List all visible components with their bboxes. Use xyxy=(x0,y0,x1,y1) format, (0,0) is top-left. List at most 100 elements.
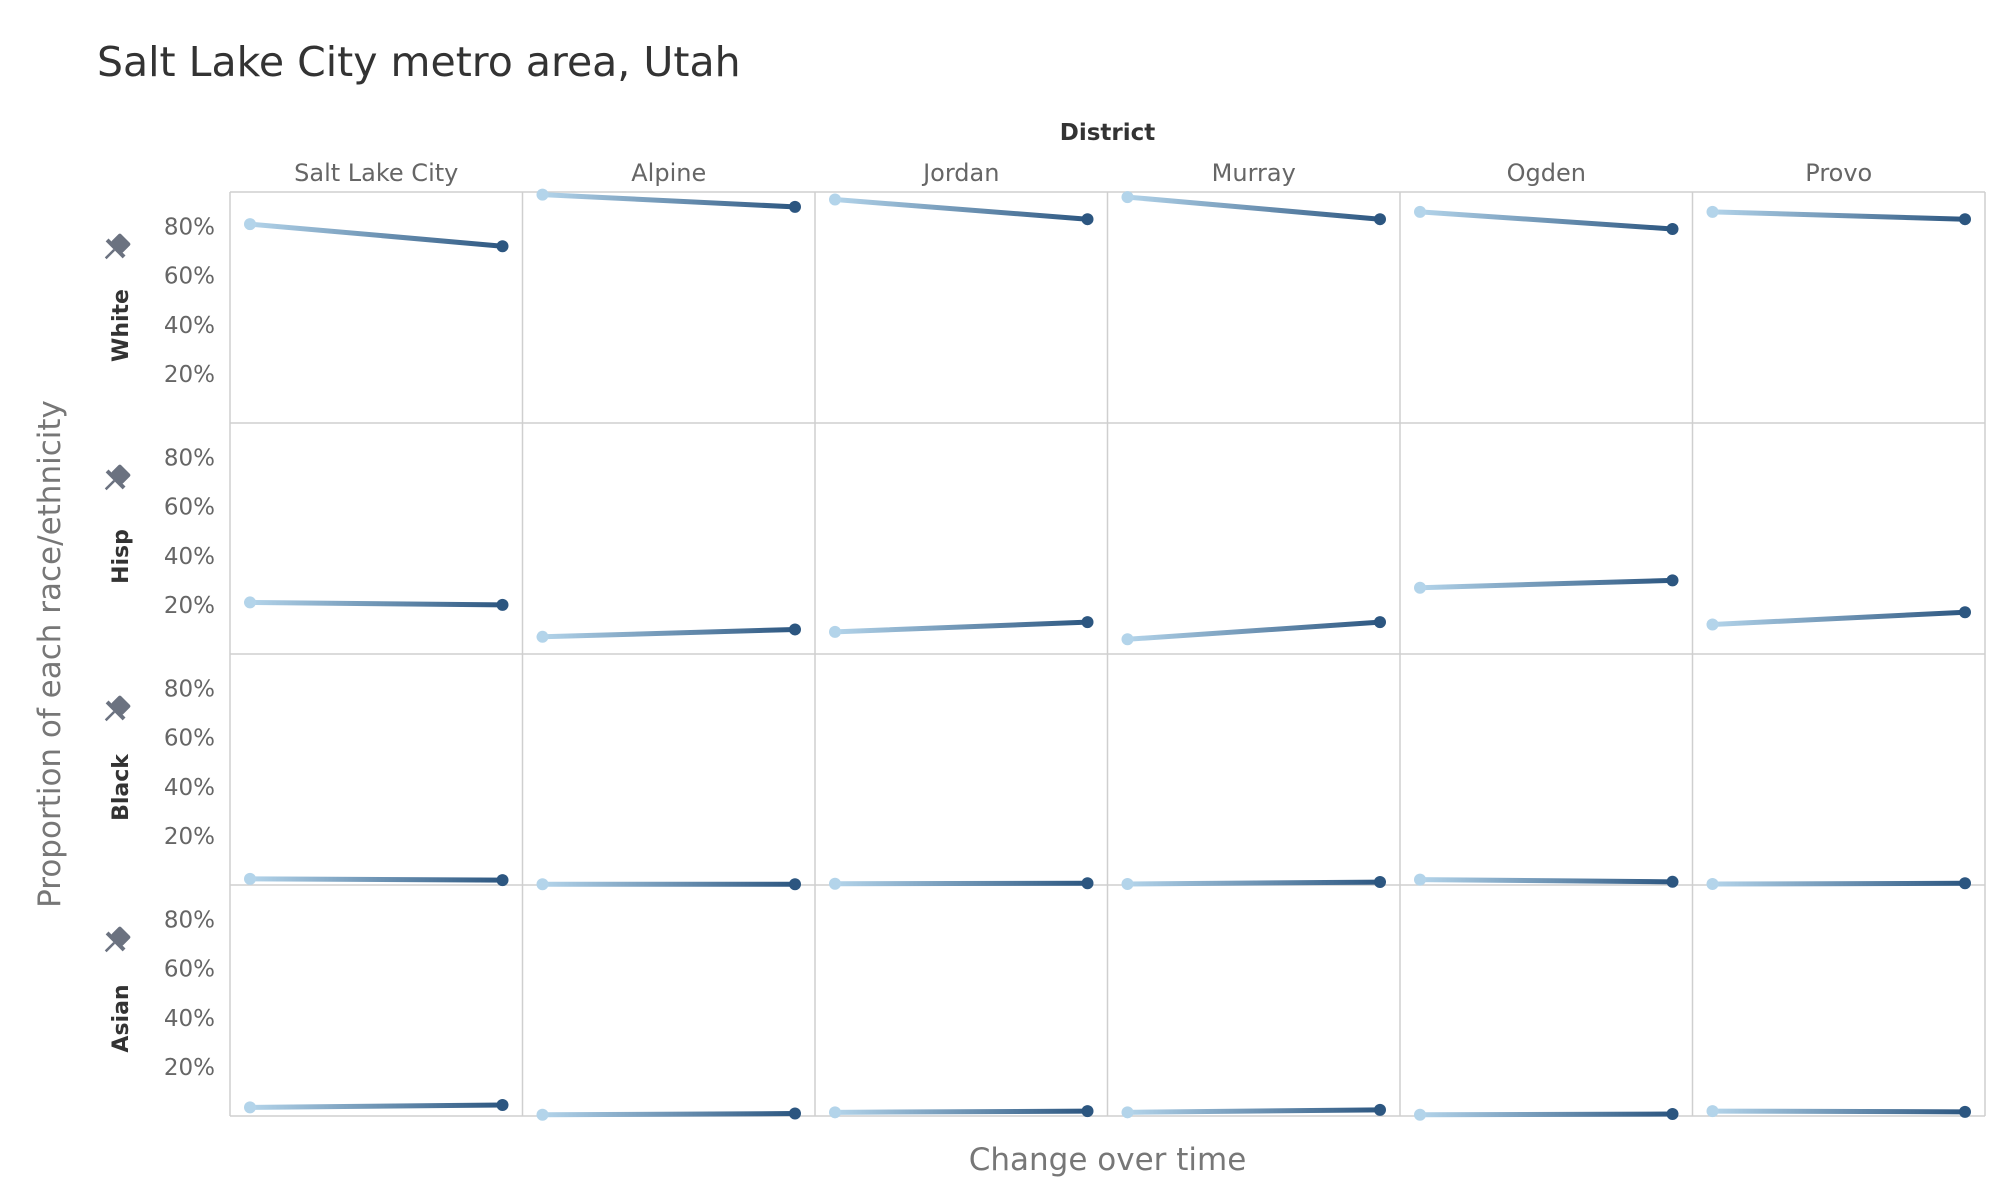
start-point xyxy=(829,1106,841,1119)
start-point xyxy=(829,625,841,638)
series-hisp-murray xyxy=(1121,616,1386,646)
pin-head xyxy=(111,695,131,715)
end-point xyxy=(496,874,509,887)
end-point xyxy=(1081,616,1094,629)
trend-line xyxy=(832,1108,1090,1115)
start-point xyxy=(244,218,256,231)
pin-icon[interactable] xyxy=(97,461,134,498)
trend-line xyxy=(247,221,505,249)
pin-base xyxy=(105,700,126,721)
trend-line xyxy=(247,876,505,883)
series-black-jordan xyxy=(829,877,1094,890)
series-white-ogden xyxy=(1414,205,1679,236)
trend-line xyxy=(1417,877,1675,885)
end-point xyxy=(1666,1108,1679,1121)
start-point xyxy=(1121,191,1134,204)
series-white-jordan xyxy=(829,193,1094,226)
start-point xyxy=(244,1101,256,1114)
trend-line xyxy=(832,619,1090,635)
trend-line xyxy=(247,599,505,608)
y-tick-label: 20% xyxy=(164,824,215,850)
start-point xyxy=(1121,1106,1134,1119)
row-header: Asian xyxy=(109,984,134,1052)
row-header: Hisp xyxy=(109,529,134,584)
end-point xyxy=(496,598,509,611)
series-asian-provo xyxy=(1706,1105,1971,1118)
column-header: Jordan xyxy=(921,159,999,187)
trend-line xyxy=(1417,209,1675,232)
start-point xyxy=(244,872,256,885)
start-point xyxy=(1121,878,1134,891)
start-point xyxy=(536,878,549,891)
pin-icon[interactable] xyxy=(97,692,134,729)
y-axis-title: Proportion of each race/ethnicity xyxy=(32,400,68,908)
trend-line xyxy=(1710,609,1968,628)
pin-icon[interactable] xyxy=(97,230,134,267)
column-header: Salt Lake City xyxy=(294,159,458,187)
series-hisp-jordan xyxy=(829,616,1094,638)
trend-line xyxy=(1417,1111,1675,1118)
series-asian-salt-lake-city xyxy=(244,1098,509,1114)
chart-title: Salt Lake City metro area, Utah xyxy=(97,38,741,86)
series-black-salt-lake-city xyxy=(244,872,509,887)
column-group-title: District xyxy=(1060,120,1156,146)
end-point xyxy=(1374,213,1386,226)
start-point xyxy=(1414,1108,1426,1121)
end-point xyxy=(496,240,509,253)
trend-line xyxy=(1710,209,1968,222)
start-point xyxy=(829,877,841,890)
y-tick-label: 40% xyxy=(164,313,215,339)
pin-head xyxy=(111,926,131,946)
row-header: Black xyxy=(109,753,134,821)
pin-icon[interactable] xyxy=(97,923,134,960)
series-white-provo xyxy=(1706,205,1971,226)
column-header: Ogden xyxy=(1507,159,1586,187)
y-tick-label: 20% xyxy=(164,362,215,388)
y-tick-label: 20% xyxy=(164,593,215,619)
trend-line xyxy=(1125,194,1383,222)
end-point xyxy=(1959,877,1971,890)
series-black-alpine xyxy=(536,878,801,891)
series-black-murray xyxy=(1121,876,1386,891)
start-point xyxy=(1414,205,1426,218)
end-point xyxy=(1959,606,1971,619)
trend-line xyxy=(540,1111,798,1118)
pin-base xyxy=(105,469,126,490)
trend-line xyxy=(540,626,798,640)
end-point xyxy=(1959,1105,1971,1118)
start-point xyxy=(1121,633,1134,646)
series-asian-ogden xyxy=(1414,1108,1679,1121)
start-point xyxy=(1706,1105,1719,1118)
column-header: Alpine xyxy=(631,159,706,187)
pin-needle xyxy=(104,710,116,722)
pin-needle xyxy=(104,248,116,260)
y-tick-label: 20% xyxy=(164,1055,215,1081)
trend-line xyxy=(832,197,1090,222)
end-point xyxy=(1081,1105,1094,1118)
end-point xyxy=(1374,1103,1386,1116)
trend-line xyxy=(1710,880,1968,887)
end-point xyxy=(1666,875,1679,888)
y-tick-label: 60% xyxy=(164,495,215,521)
y-tick-label: 60% xyxy=(164,726,215,752)
start-point xyxy=(1706,878,1719,891)
trend-line xyxy=(1417,577,1675,591)
series-white-murray xyxy=(1121,191,1386,226)
pin-base xyxy=(105,238,126,259)
y-tick-label: 60% xyxy=(164,264,215,290)
end-point xyxy=(789,878,801,891)
y-tick-label: 60% xyxy=(164,957,215,983)
series-asian-alpine xyxy=(536,1107,801,1121)
end-point xyxy=(1666,223,1679,236)
trend-line xyxy=(1125,879,1383,887)
end-point xyxy=(1959,213,1971,226)
row-header: White xyxy=(109,289,134,362)
start-point xyxy=(536,630,549,643)
end-point xyxy=(1374,876,1386,889)
end-point xyxy=(1666,574,1679,587)
y-tick-label: 80% xyxy=(164,908,215,934)
column-header: Provo xyxy=(1805,159,1872,187)
y-tick-label: 40% xyxy=(164,775,215,801)
end-point xyxy=(1374,616,1386,629)
